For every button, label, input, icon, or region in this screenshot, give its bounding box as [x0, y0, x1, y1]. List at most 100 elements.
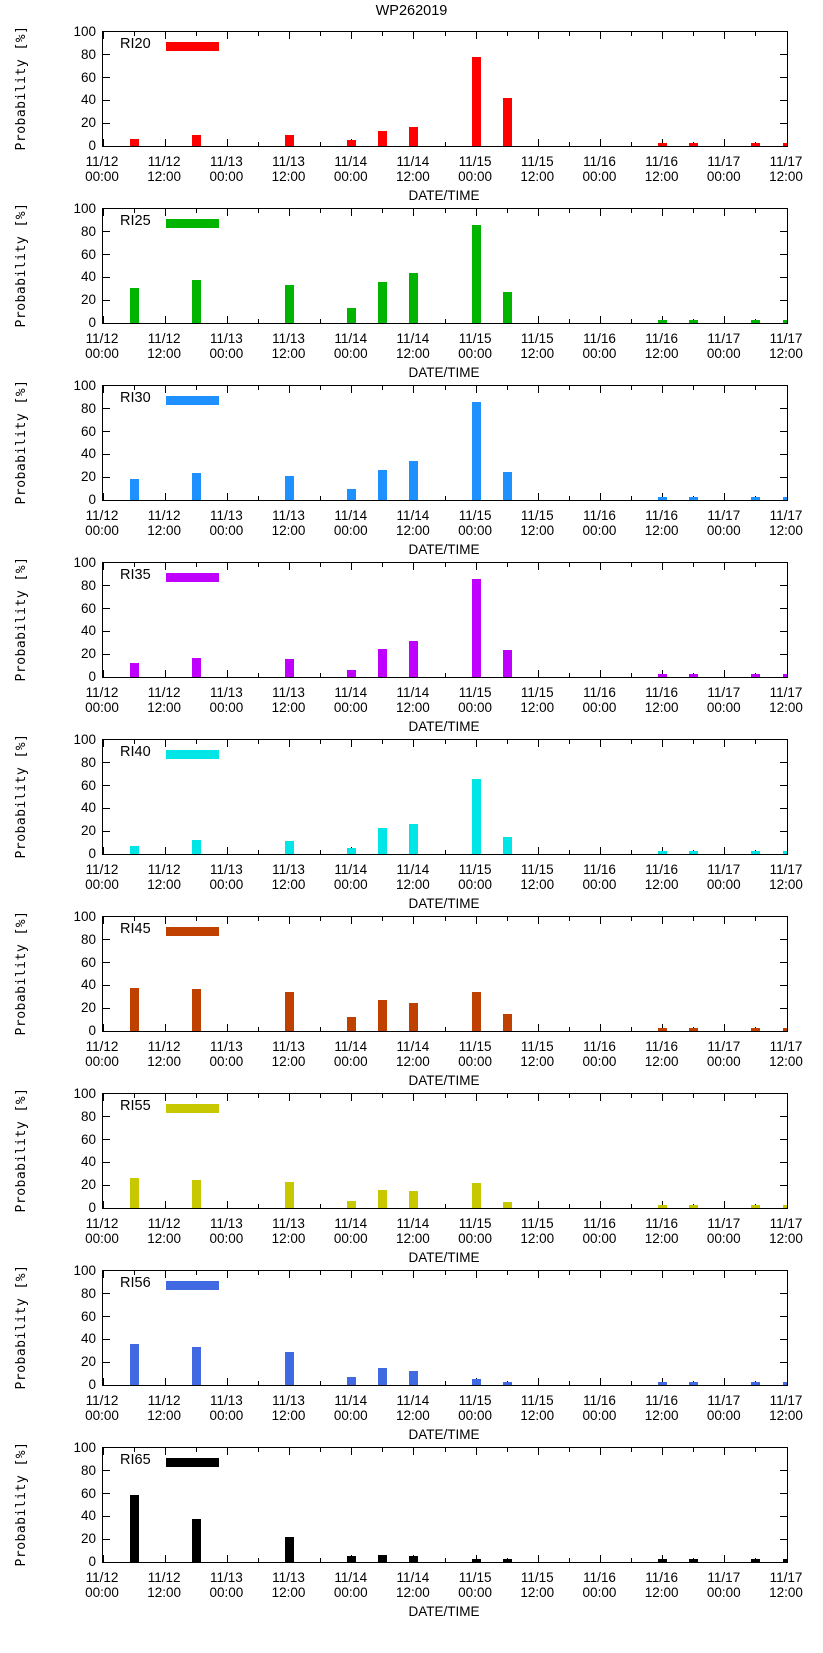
tick-mark: [724, 847, 726, 854]
tick-mark: [537, 1271, 539, 1278]
tick-mark: [599, 917, 601, 924]
x-tick-date: 11/16: [645, 508, 679, 523]
x-tick-time: 00:00: [209, 1584, 244, 1600]
x-tick-date: 11/13: [209, 508, 243, 523]
x-tick-label: 11/14 00:00: [319, 1216, 383, 1246]
bar: [409, 461, 419, 500]
bar: [689, 1204, 699, 1208]
bar: [782, 319, 787, 323]
tick-mark: [786, 1271, 787, 1278]
legend-swatch: [166, 396, 219, 405]
x-tick-time: 00:00: [209, 345, 244, 361]
x-tick-time: 12:00: [396, 1584, 430, 1600]
bar: [658, 673, 668, 677]
x-tick-time: 12:00: [769, 345, 803, 361]
tick-mark: [103, 1361, 110, 1363]
x-tick-time: 12:00: [769, 1407, 803, 1423]
tick-mark: [257, 1558, 259, 1562]
tick-mark: [724, 917, 726, 924]
x-tick-date: 11/16: [583, 1393, 616, 1408]
x-tick-time: 12:00: [769, 876, 803, 892]
x-tick-label: 11/16 00:00: [567, 154, 631, 184]
tick-mark: [257, 386, 259, 390]
tick-mark: [786, 1024, 787, 1031]
x-tick-date: 11/14: [334, 331, 368, 346]
tick-mark: [103, 1007, 110, 1009]
tick-mark: [164, 1271, 166, 1278]
x-tick-date: 11/12: [85, 1393, 119, 1408]
x-tick-date: 11/16: [645, 1216, 679, 1231]
x-tick-date: 11/17: [707, 1393, 741, 1408]
tick-mark: [289, 1448, 291, 1455]
tick-mark: [786, 847, 787, 854]
x-tick-date: 11/16: [583, 862, 616, 877]
tick-mark: [724, 386, 726, 393]
x-tick-date: 11/16: [583, 1216, 616, 1231]
x-tick-date: 11/17: [769, 1039, 803, 1054]
x-tick-date: 11/16: [583, 685, 616, 700]
tick-mark: [475, 32, 477, 39]
tick-mark: [506, 209, 508, 213]
tick-mark: [103, 1116, 110, 1118]
tick-mark: [506, 386, 508, 390]
x-tick-time: 12:00: [644, 699, 679, 715]
bar: [782, 673, 787, 677]
bar: [689, 1027, 699, 1031]
x-tick-label: 11/16 12:00: [630, 331, 694, 361]
x-tick-label: 11/17 00:00: [692, 1039, 756, 1069]
x-tick-label: 11/13 12:00: [257, 1216, 321, 1246]
x-tick-label: 11/17 12:00: [754, 154, 818, 184]
tick-mark: [444, 209, 446, 213]
bar: [378, 1555, 388, 1562]
tick-mark: [599, 493, 601, 500]
x-tick-label: 11/15 12:00: [505, 862, 569, 892]
x-axis-label: DATE/TIME: [408, 542, 480, 557]
bar: [285, 841, 295, 854]
tick-mark: [444, 1271, 446, 1275]
tick-mark: [599, 1271, 601, 1278]
tick-mark: [568, 1271, 570, 1275]
x-tick-date: 11/16: [645, 1393, 679, 1408]
tick-mark: [195, 917, 197, 921]
y-tick-label: 60: [80, 423, 96, 439]
tick-mark: [693, 563, 695, 567]
tick-mark: [662, 493, 664, 500]
y-tick-label: 80: [80, 46, 96, 62]
tick-mark: [103, 1139, 110, 1141]
bar: [658, 496, 668, 500]
x-tick-date: 11/16: [645, 154, 679, 169]
bar: [191, 1518, 201, 1562]
x-tick-label: 11/14 00:00: [319, 862, 383, 892]
x-tick-time: 00:00: [582, 876, 617, 892]
y-axis-label: Probability [%]: [14, 202, 29, 328]
tick-mark: [693, 1271, 695, 1275]
x-tick-label: 11/15 00:00: [443, 1393, 507, 1423]
x-axis-label: DATE/TIME: [408, 896, 480, 911]
x-tick-time: 12:00: [147, 168, 182, 184]
tick-mark: [662, 139, 664, 146]
tick-mark: [103, 563, 104, 570]
x-tick-time: 00:00: [85, 1407, 119, 1423]
chart-panel-RI55: Probability [%] 100 80 60 40 20 0 RI55 11/12 00:0…: [0, 1062, 823, 1265]
tick-mark: [257, 496, 259, 500]
tick-mark: [257, 142, 259, 146]
x-tick-label: 11/16 12:00: [630, 508, 694, 538]
tick-mark: [780, 608, 787, 610]
x-tick-date: 11/13: [272, 862, 305, 877]
tick-mark: [133, 32, 135, 36]
x-tick-time: 00:00: [706, 1053, 741, 1069]
x-tick-date: 11/16: [645, 331, 679, 346]
x-tick-time: 00:00: [209, 168, 244, 184]
tick-mark: [133, 1271, 135, 1275]
x-tick-time: 00:00: [209, 1407, 244, 1423]
x-tick-time: 00:00: [333, 345, 368, 361]
tick-mark: [103, 54, 110, 56]
x-tick-time: 12:00: [769, 168, 803, 184]
tick-mark: [599, 386, 601, 393]
tick-mark: [103, 785, 110, 787]
tick-mark: [103, 408, 110, 410]
x-tick-time: 00:00: [333, 168, 368, 184]
bar: [751, 673, 761, 677]
x-tick-time: 00:00: [458, 699, 492, 715]
y-tick-label: 60: [80, 246, 96, 262]
